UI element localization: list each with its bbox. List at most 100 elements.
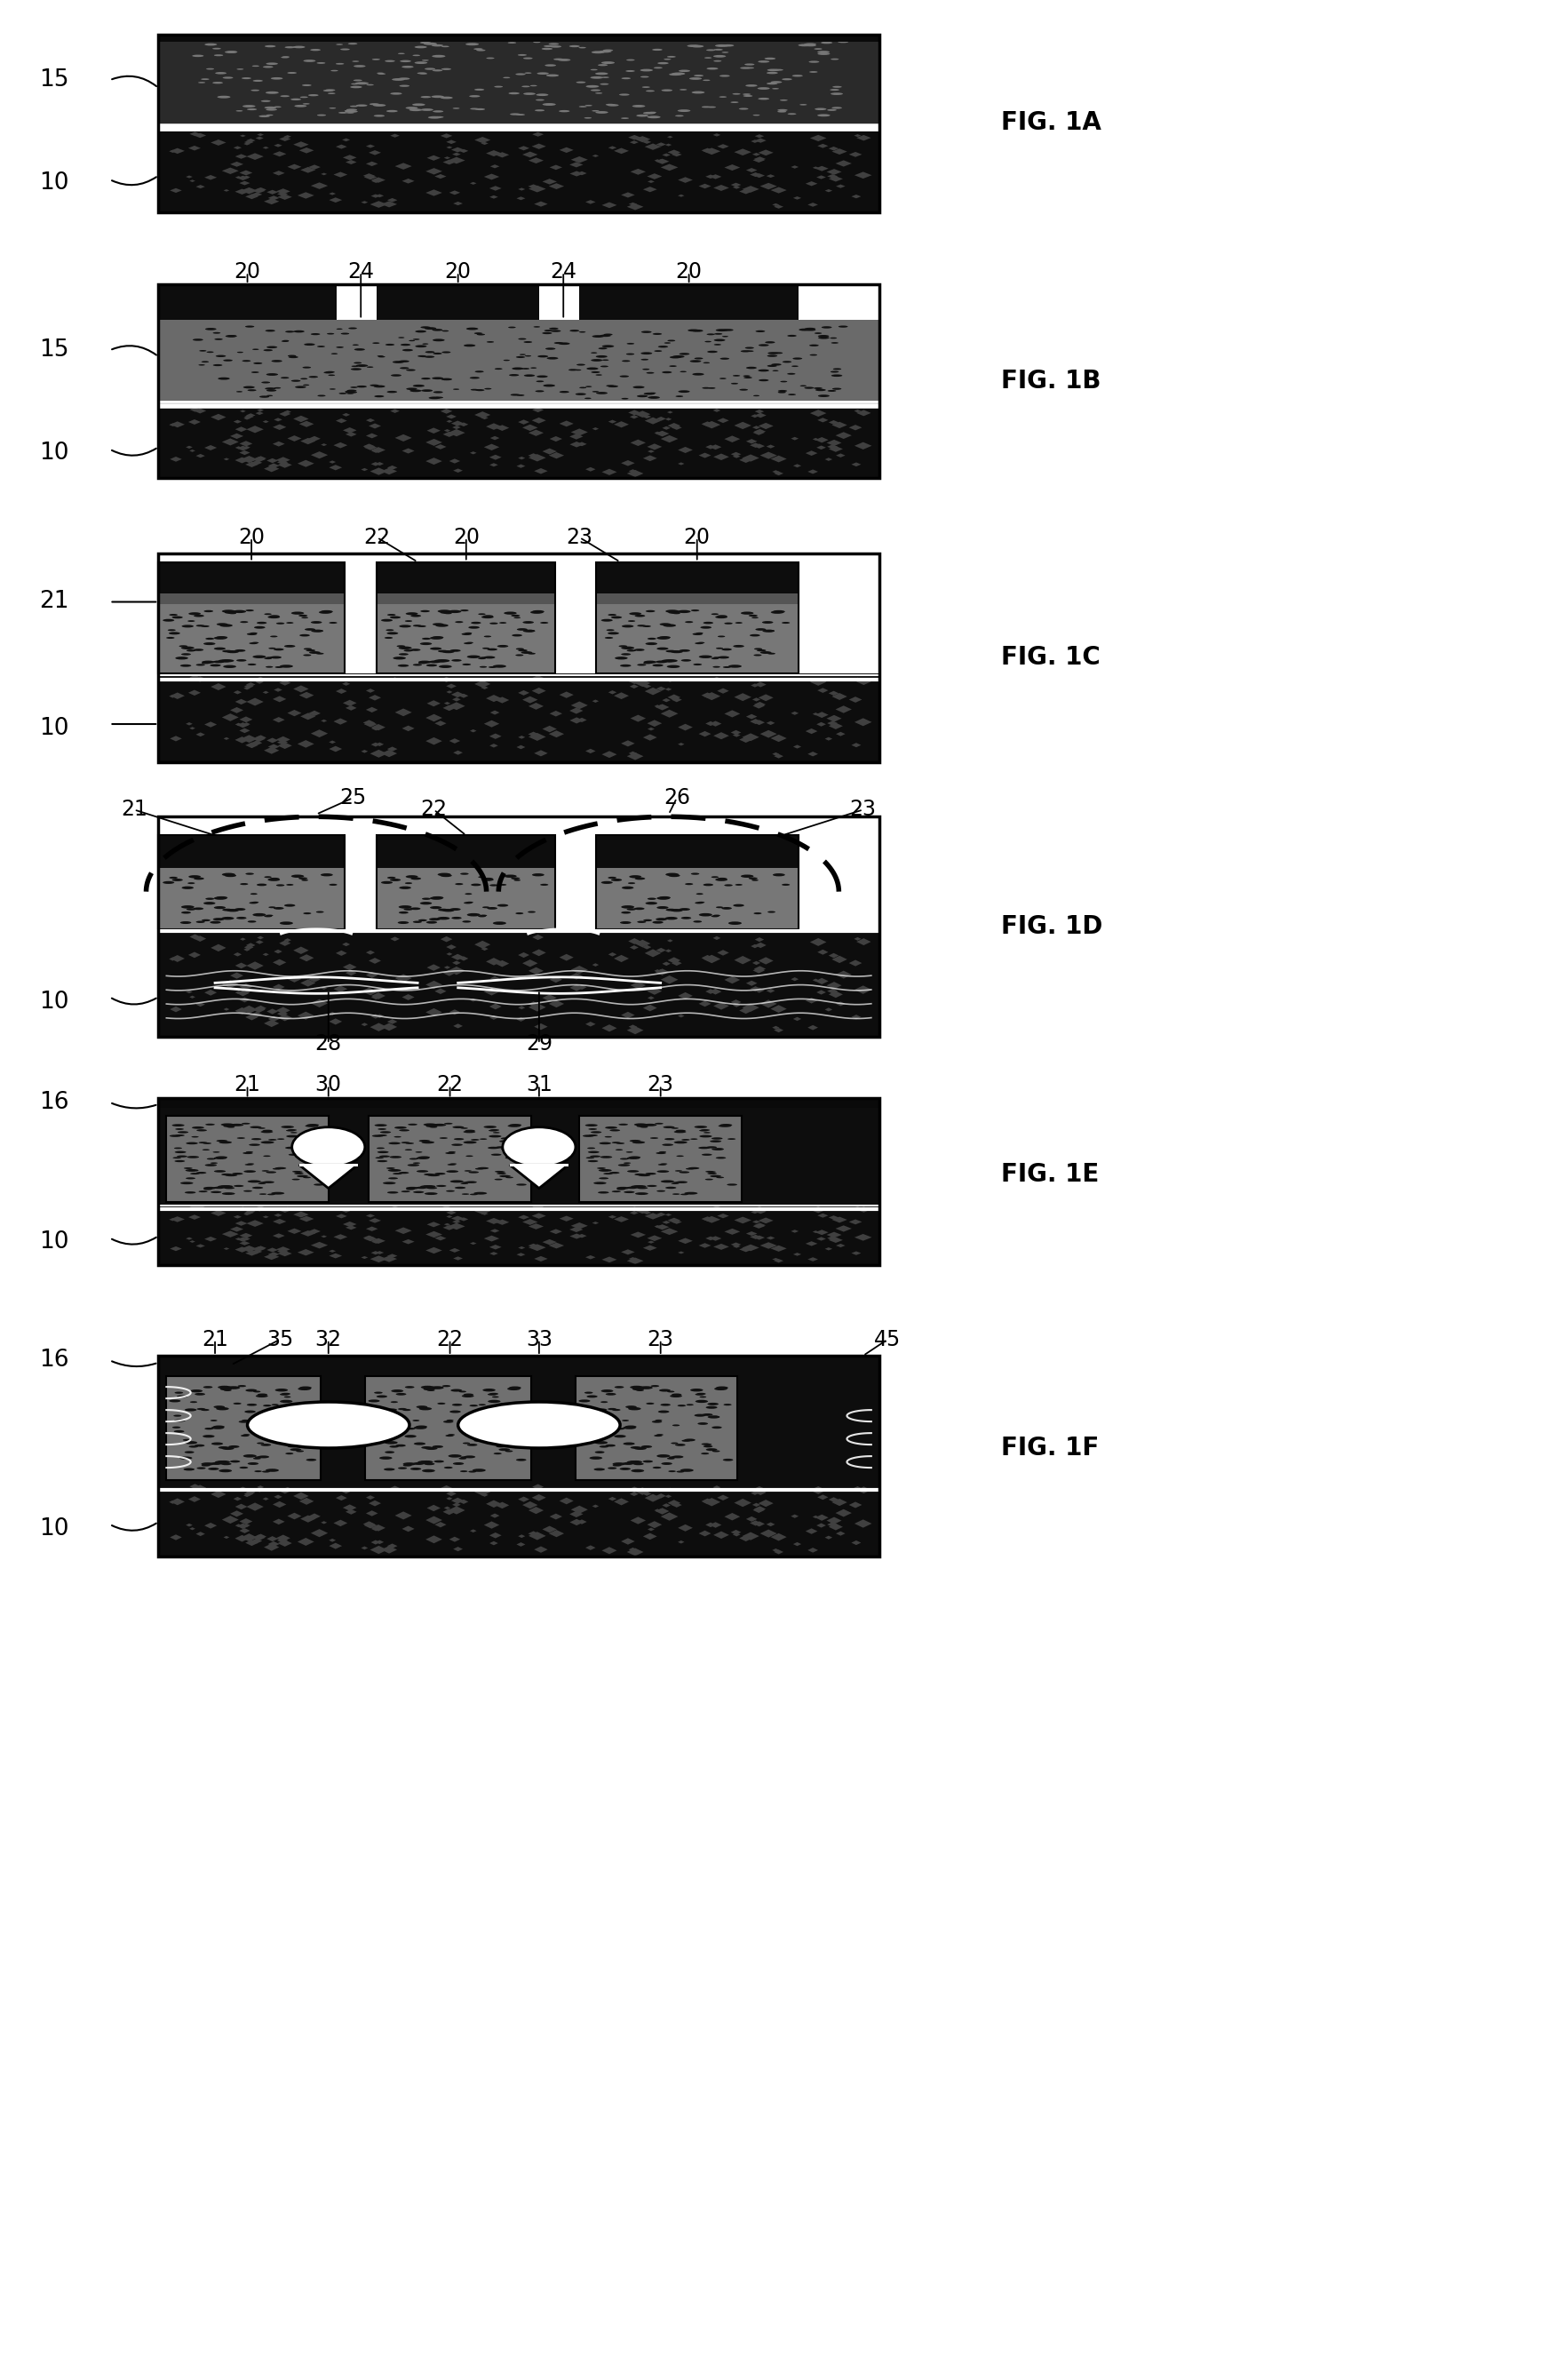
Ellipse shape [586,1123,598,1126]
Polygon shape [626,1257,643,1264]
Ellipse shape [450,650,461,652]
Ellipse shape [195,1392,206,1395]
Ellipse shape [508,1388,520,1390]
Polygon shape [631,169,647,174]
Polygon shape [453,750,463,754]
Polygon shape [724,1514,740,1521]
Polygon shape [698,1242,710,1247]
Polygon shape [442,159,455,164]
Polygon shape [714,455,729,459]
Polygon shape [284,409,291,414]
Text: FIG. 1C: FIG. 1C [1000,645,1100,669]
Polygon shape [709,1235,721,1240]
Ellipse shape [421,1385,435,1390]
Polygon shape [425,738,442,745]
Polygon shape [390,678,399,681]
Polygon shape [240,938,246,940]
Polygon shape [234,690,241,695]
Polygon shape [774,205,784,209]
Ellipse shape [189,876,201,878]
Polygon shape [287,1514,301,1518]
Polygon shape [767,1235,774,1240]
Polygon shape [528,702,544,709]
Polygon shape [829,1238,843,1242]
Ellipse shape [598,1169,612,1171]
Polygon shape [810,938,826,947]
Ellipse shape [728,664,742,669]
Polygon shape [754,1485,763,1490]
Polygon shape [363,443,375,450]
Polygon shape [528,1533,545,1540]
Ellipse shape [474,1192,488,1195]
Ellipse shape [427,1173,439,1176]
Polygon shape [245,1252,259,1257]
Polygon shape [854,719,872,726]
Ellipse shape [416,1157,430,1159]
Polygon shape [522,1219,538,1226]
Ellipse shape [430,1385,444,1390]
Ellipse shape [488,907,497,909]
Polygon shape [703,421,720,428]
Ellipse shape [659,635,670,638]
Ellipse shape [483,878,494,881]
Polygon shape [559,1216,573,1221]
Ellipse shape [634,1123,648,1126]
Polygon shape [444,702,450,704]
Polygon shape [548,452,564,459]
Polygon shape [559,693,573,697]
Polygon shape [643,455,657,462]
Ellipse shape [438,873,450,876]
Text: 20: 20 [238,526,265,547]
Polygon shape [667,678,673,683]
Ellipse shape [438,909,449,912]
Polygon shape [335,688,347,695]
Ellipse shape [513,367,523,369]
Polygon shape [724,1228,740,1235]
Polygon shape [614,1216,629,1223]
Ellipse shape [235,909,246,912]
Polygon shape [754,157,767,162]
Bar [575,1376,737,1480]
Polygon shape [301,167,316,174]
Bar [159,283,879,478]
Polygon shape [329,1019,343,1026]
Ellipse shape [374,1418,385,1421]
Bar [159,605,344,674]
Polygon shape [310,452,327,459]
Ellipse shape [293,45,305,48]
Polygon shape [279,940,291,945]
Ellipse shape [452,916,461,919]
Polygon shape [542,995,556,1002]
Polygon shape [333,1521,347,1526]
Polygon shape [394,1511,411,1518]
Polygon shape [517,1497,530,1502]
Polygon shape [509,1164,569,1188]
Polygon shape [273,1502,287,1507]
Bar [159,33,879,43]
Ellipse shape [523,631,534,633]
Ellipse shape [657,907,668,909]
Polygon shape [243,688,251,690]
Ellipse shape [245,1411,256,1414]
Text: 28: 28 [315,1033,341,1054]
Polygon shape [240,171,252,176]
Bar [575,1376,737,1480]
Polygon shape [754,1235,765,1240]
Polygon shape [447,1507,466,1514]
Polygon shape [528,186,545,193]
Polygon shape [628,678,640,683]
Polygon shape [298,1250,315,1257]
Ellipse shape [586,86,598,88]
Ellipse shape [698,1423,707,1426]
Ellipse shape [643,1461,653,1464]
Polygon shape [517,1016,525,1021]
Text: 10: 10 [39,716,69,740]
Polygon shape [441,935,452,942]
Ellipse shape [681,916,692,919]
Polygon shape [257,409,263,412]
Polygon shape [519,735,525,738]
Ellipse shape [601,619,612,621]
Polygon shape [371,195,380,198]
Polygon shape [854,678,862,681]
Ellipse shape [405,876,418,878]
